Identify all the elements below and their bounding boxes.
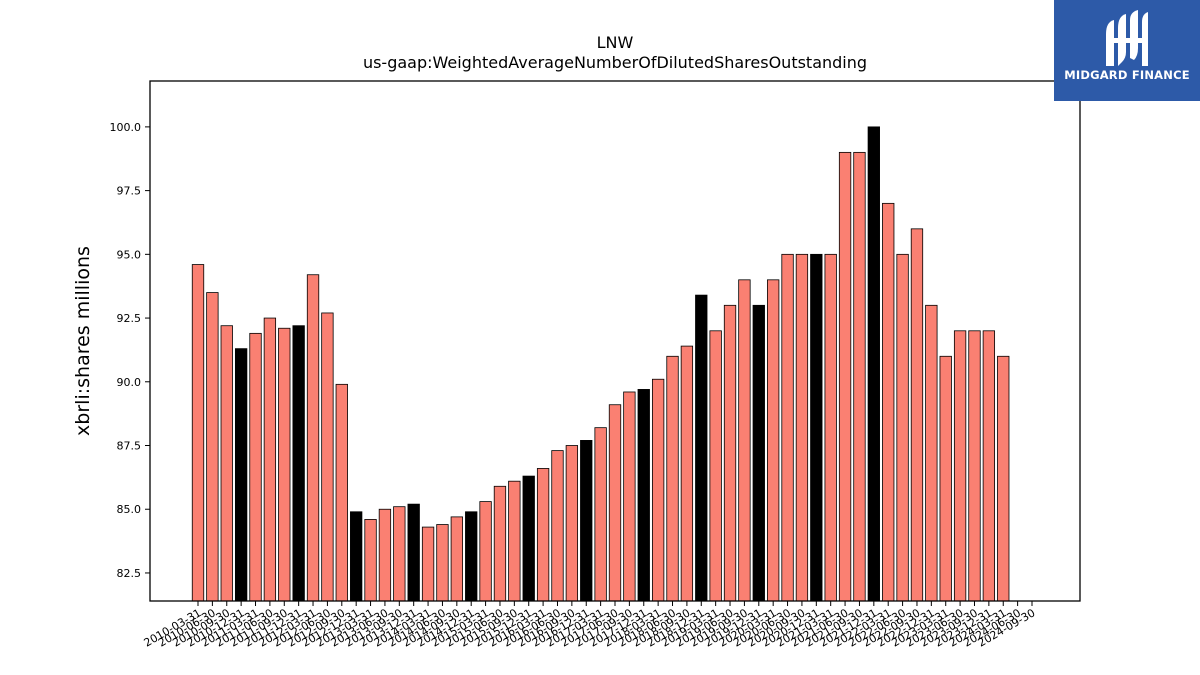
x-axis: 2010-03-312010-06-302010-09-302010-12-31… [142, 601, 1038, 650]
bar [608, 404, 622, 602]
logo-text: MIDGARD FINANCE [1064, 68, 1190, 82]
bar [838, 151, 852, 602]
bar [234, 348, 248, 602]
bar [651, 378, 665, 602]
bar [882, 202, 895, 602]
bar [364, 519, 377, 602]
bar [335, 383, 348, 602]
bar [910, 228, 924, 602]
bar [306, 274, 320, 602]
y-tick-label: 90.0 [117, 376, 142, 389]
bar [493, 485, 507, 602]
bar [968, 330, 981, 602]
bar [350, 511, 363, 602]
bar [263, 317, 277, 602]
bar [939, 355, 952, 602]
bar [465, 511, 478, 602]
bar [953, 330, 967, 602]
bar [220, 325, 233, 602]
bar [666, 355, 679, 602]
y-tick-label: 85.0 [117, 503, 142, 516]
bar [565, 445, 579, 602]
bar [623, 391, 636, 602]
bar [551, 450, 564, 602]
chart-subtitle: us-gaap:WeightedAverageNumberOfDilutedSh… [363, 53, 867, 72]
bar [378, 508, 392, 602]
bar [723, 304, 737, 602]
bar [925, 304, 938, 602]
bar [867, 126, 880, 602]
bar [680, 345, 694, 602]
bar [853, 151, 866, 602]
y-tick-label: 82.5 [117, 567, 142, 580]
chart-title: LNW [597, 33, 634, 52]
bar [580, 440, 593, 602]
y-tick-label: 95.0 [117, 248, 142, 261]
y-tick-label: 100.0 [110, 121, 142, 134]
bar [479, 501, 492, 602]
midgard-logo-icon [1106, 10, 1148, 66]
bar [407, 503, 420, 602]
bar [781, 253, 794, 602]
y-axis-label: xbrli:shares millions [72, 246, 94, 436]
bar [738, 279, 751, 602]
bar [695, 294, 708, 602]
bar [393, 506, 406, 602]
bar [594, 427, 607, 602]
bar [522, 475, 535, 602]
bar [508, 480, 521, 602]
bar [206, 292, 219, 602]
bar [810, 253, 823, 602]
bar [767, 279, 780, 602]
bar [536, 468, 550, 602]
bar [321, 312, 334, 602]
bar [896, 253, 909, 602]
y-tick-label: 87.5 [117, 440, 142, 453]
bar [191, 264, 205, 602]
y-axis: 82.5 85.0 87.5 90.0 92.5 95.0 97.5 100.0 [110, 121, 150, 580]
bar [292, 325, 305, 602]
y-tick-label: 92.5 [117, 312, 142, 325]
bar [824, 253, 837, 602]
bar [278, 327, 291, 602]
bar [249, 332, 262, 602]
brand-logo: MIDGARD FINANCE [1054, 0, 1200, 101]
bar [709, 330, 722, 602]
plot-frame [149, 80, 1081, 602]
bar [997, 355, 1010, 602]
bar [637, 389, 650, 602]
bar [436, 524, 449, 602]
y-tick-label: 97.5 [117, 185, 142, 198]
bars-group [191, 126, 1010, 602]
bar [795, 253, 809, 602]
bar [421, 526, 435, 602]
bar [982, 330, 996, 602]
bar [752, 304, 765, 602]
bar [450, 516, 463, 602]
